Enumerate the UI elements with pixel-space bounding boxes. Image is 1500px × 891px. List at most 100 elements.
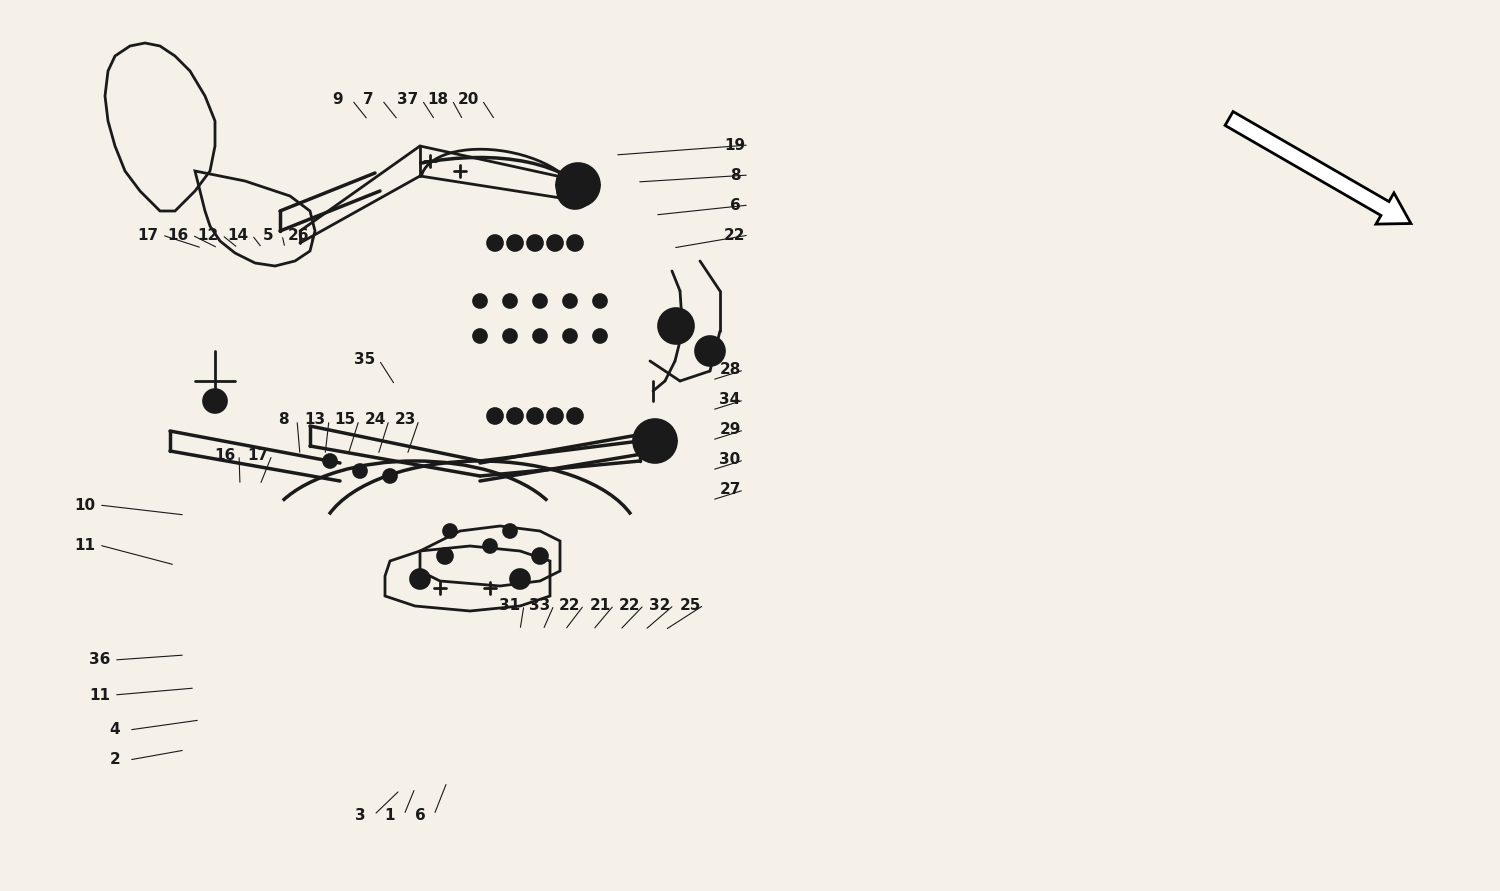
Circle shape <box>537 333 543 339</box>
Circle shape <box>503 294 518 308</box>
Circle shape <box>477 298 483 304</box>
Circle shape <box>556 163 600 207</box>
Text: 37: 37 <box>398 93 418 108</box>
Text: 21: 21 <box>590 598 610 612</box>
Circle shape <box>567 408 584 424</box>
Circle shape <box>704 345 716 357</box>
Circle shape <box>532 413 538 419</box>
Text: 23: 23 <box>394 413 416 428</box>
Circle shape <box>556 173 592 209</box>
Circle shape <box>488 408 502 424</box>
Text: 13: 13 <box>304 413 326 428</box>
Text: 22: 22 <box>560 598 580 612</box>
Circle shape <box>552 413 558 419</box>
Circle shape <box>512 413 518 419</box>
Text: 29: 29 <box>720 422 741 437</box>
Text: 27: 27 <box>720 483 741 497</box>
Text: 34: 34 <box>720 393 741 407</box>
Text: 20: 20 <box>458 93 478 108</box>
Circle shape <box>694 336 724 366</box>
Circle shape <box>387 473 393 479</box>
Circle shape <box>442 524 458 538</box>
Circle shape <box>477 333 483 339</box>
Text: 22: 22 <box>724 227 746 242</box>
Circle shape <box>507 408 524 424</box>
Text: 31: 31 <box>500 598 520 612</box>
Circle shape <box>567 333 573 339</box>
Circle shape <box>568 175 588 195</box>
Circle shape <box>567 183 584 199</box>
Text: 8: 8 <box>278 413 288 428</box>
Circle shape <box>548 235 562 251</box>
Text: 17: 17 <box>138 227 159 242</box>
Circle shape <box>357 468 363 474</box>
Text: 11: 11 <box>75 537 96 552</box>
Circle shape <box>510 569 530 589</box>
Text: 19: 19 <box>724 137 746 152</box>
Circle shape <box>488 543 494 549</box>
Circle shape <box>633 419 676 463</box>
Text: 30: 30 <box>720 453 741 468</box>
Text: 9: 9 <box>333 93 344 108</box>
Text: 14: 14 <box>228 227 249 242</box>
Text: 28: 28 <box>720 363 741 378</box>
Circle shape <box>202 389 226 413</box>
Circle shape <box>503 524 518 538</box>
Circle shape <box>436 548 453 564</box>
Text: 5: 5 <box>262 227 273 242</box>
Text: 12: 12 <box>198 227 219 242</box>
Circle shape <box>645 431 664 451</box>
Circle shape <box>592 329 608 343</box>
Circle shape <box>492 240 498 246</box>
Text: 1: 1 <box>384 807 396 822</box>
Text: 35: 35 <box>354 353 375 367</box>
Circle shape <box>562 329 578 343</box>
Text: 7: 7 <box>363 93 374 108</box>
Text: 11: 11 <box>90 688 111 702</box>
Text: 25: 25 <box>680 598 700 612</box>
Circle shape <box>322 454 338 468</box>
Text: 33: 33 <box>530 598 550 612</box>
Circle shape <box>472 329 488 343</box>
Text: 10: 10 <box>75 497 96 512</box>
Circle shape <box>488 235 502 251</box>
Circle shape <box>567 298 573 304</box>
Circle shape <box>592 294 608 308</box>
Circle shape <box>597 298 603 304</box>
Text: 4: 4 <box>110 723 120 738</box>
Circle shape <box>447 528 453 534</box>
Text: 15: 15 <box>334 413 356 428</box>
Circle shape <box>552 240 558 246</box>
Text: 17: 17 <box>248 447 268 462</box>
Circle shape <box>507 528 513 534</box>
Circle shape <box>526 408 543 424</box>
Circle shape <box>507 298 513 304</box>
Text: 32: 32 <box>650 598 670 612</box>
Circle shape <box>532 294 548 308</box>
Text: 36: 36 <box>90 652 111 667</box>
Circle shape <box>410 569 430 589</box>
Circle shape <box>537 298 543 304</box>
Circle shape <box>327 458 333 464</box>
Circle shape <box>572 413 578 419</box>
Text: 16: 16 <box>168 227 189 242</box>
Circle shape <box>526 235 543 251</box>
Text: 16: 16 <box>214 447 236 462</box>
Circle shape <box>507 333 513 339</box>
Circle shape <box>512 240 518 246</box>
Circle shape <box>352 464 368 478</box>
Circle shape <box>669 319 682 333</box>
Circle shape <box>548 408 562 424</box>
Circle shape <box>658 308 694 344</box>
Text: 26: 26 <box>288 227 309 242</box>
Text: 6: 6 <box>414 807 426 822</box>
Text: 24: 24 <box>364 413 386 428</box>
Circle shape <box>507 235 524 251</box>
Circle shape <box>503 329 518 343</box>
Circle shape <box>562 294 578 308</box>
Circle shape <box>532 329 548 343</box>
Circle shape <box>597 333 603 339</box>
Circle shape <box>532 548 548 564</box>
Polygon shape <box>1226 111 1412 225</box>
Text: 2: 2 <box>110 753 120 767</box>
